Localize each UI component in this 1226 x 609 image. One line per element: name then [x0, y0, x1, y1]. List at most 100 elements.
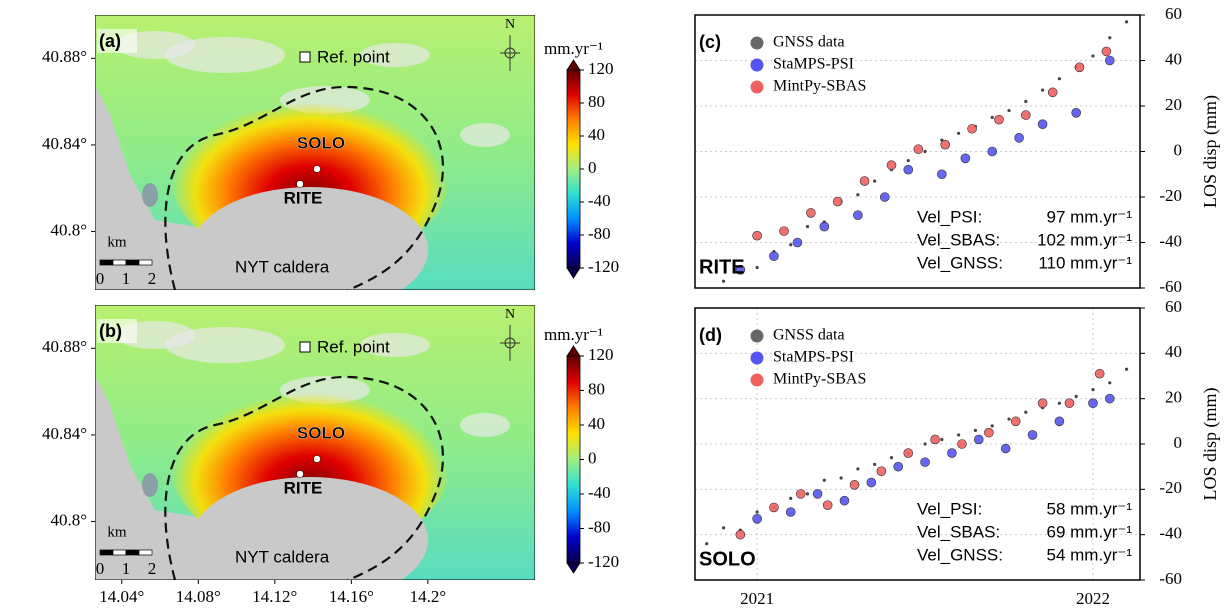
x-tick-label: 14.08°	[176, 587, 221, 606]
insar-point	[879, 192, 890, 202]
insar-point	[940, 139, 951, 150]
scale-segment	[125, 259, 140, 266]
gnss-point	[1007, 108, 1011, 113]
ref-marker	[299, 51, 311, 63]
label-bg	[97, 319, 137, 343]
insar-point	[967, 123, 977, 134]
insar-point	[752, 230, 762, 241]
legend-label: MintPy-SBAS	[773, 371, 866, 388]
y-tick-label: -40	[1159, 231, 1182, 250]
scale-label: 2	[148, 269, 157, 288]
ref-label: Ref. point	[317, 337, 390, 356]
annotation-label: Vel_SBAS:	[917, 230, 1000, 249]
gnss-point	[856, 467, 860, 471]
gnss-point	[873, 462, 877, 466]
insar-point	[1014, 133, 1024, 143]
insar-point	[987, 146, 998, 157]
scale-label: 0	[96, 269, 105, 288]
insar-point	[1037, 119, 1048, 129]
insar-point	[849, 479, 860, 490]
gnss-point	[705, 542, 709, 546]
legend-label: GNSS data	[773, 327, 845, 344]
gnss-point	[856, 193, 860, 197]
insar-point	[769, 251, 779, 261]
legend-label: StaMPS-PSI	[773, 56, 854, 73]
y-tick-label: 20	[1165, 95, 1182, 114]
cbar-extend	[566, 562, 581, 574]
insar-point	[853, 210, 863, 220]
cbar-tick-label: 120	[588, 59, 614, 78]
y-tick-label: 40.84°	[42, 424, 87, 443]
annotation-value: 110 mm.yr⁻¹	[1038, 253, 1132, 272]
annotation-value: 97 mm.yr⁻¹	[1047, 207, 1133, 226]
scale-label: 2	[148, 559, 157, 578]
scale-segment	[138, 259, 153, 266]
insar-point	[947, 448, 957, 458]
insar-point	[1054, 416, 1065, 427]
cbar-extend	[566, 267, 581, 279]
y-tick-label: 40.84°	[42, 134, 87, 153]
panel-label: (a)	[99, 31, 121, 51]
gnss-point	[1091, 388, 1095, 392]
insar-point	[1027, 430, 1038, 440]
scale-label: 0	[96, 559, 105, 578]
panel-label: (d)	[699, 325, 722, 345]
insar-point	[832, 196, 843, 207]
cbar-tick-label: 0	[588, 158, 597, 177]
map-area	[95, 305, 535, 580]
insar-point	[779, 226, 789, 236]
cbar-label: mm.yr⁻¹	[544, 39, 603, 58]
gnss-point	[1124, 367, 1129, 371]
station-marker	[296, 470, 304, 478]
panel-label: (c)	[699, 32, 721, 52]
cbar-tick-label: -40	[588, 483, 611, 502]
annotation-value: 69 mm.yr⁻¹	[1047, 522, 1133, 541]
scale-unit: km	[107, 234, 127, 250]
cbar-extend	[566, 345, 581, 357]
gnss-point	[1057, 77, 1061, 81]
insar-point	[903, 448, 914, 458]
insar-point	[735, 264, 746, 275]
station-marker	[313, 165, 321, 173]
lake	[142, 473, 158, 497]
annotation-label: Vel_PSI:	[917, 499, 982, 518]
legend-marker	[750, 80, 764, 94]
label-bg	[97, 29, 137, 53]
plot-frame	[694, 307, 1141, 581]
insar-point	[1071, 108, 1081, 118]
x-tick-label: 2021	[740, 589, 774, 608]
gnss-point	[789, 243, 793, 247]
cbar-tick-label: -40	[588, 191, 611, 210]
relief	[360, 43, 430, 67]
insar-point	[920, 457, 930, 467]
insar-point	[769, 502, 779, 513]
insar-point	[876, 466, 887, 477]
cbar-tick-label: 40	[588, 414, 605, 433]
x-tick-label: 14.2°	[410, 587, 447, 606]
y-tick-label: 0	[1174, 140, 1183, 159]
legend-label: StaMPS-PSI	[773, 349, 854, 366]
gnss-point	[1091, 54, 1095, 58]
cbar-label: mm.yr⁻¹	[544, 325, 603, 344]
gnss-point	[721, 526, 726, 530]
gnss-point	[805, 224, 810, 229]
cbar-tick-label: 120	[588, 345, 614, 364]
insar-point	[1094, 368, 1105, 379]
x-tick-label: 14.04°	[99, 587, 144, 606]
insar-point	[795, 489, 806, 499]
insar-point	[973, 434, 984, 445]
gnss-point	[1024, 410, 1028, 414]
scale-segment	[112, 259, 127, 266]
scale-label: 1	[122, 559, 131, 578]
y-tick-label: 60	[1165, 297, 1182, 316]
y-tick-label: 40	[1165, 342, 1182, 361]
insar-point	[957, 439, 967, 449]
insar-point	[839, 495, 850, 506]
gnss-point	[889, 456, 894, 460]
north-label: N	[505, 17, 515, 32]
gnss-point	[1024, 99, 1028, 104]
y-tick-label: 40.88°	[42, 47, 87, 66]
scale-segment	[112, 549, 127, 556]
gnss-point	[755, 265, 759, 270]
cbar-tick-label: -120	[588, 552, 619, 571]
